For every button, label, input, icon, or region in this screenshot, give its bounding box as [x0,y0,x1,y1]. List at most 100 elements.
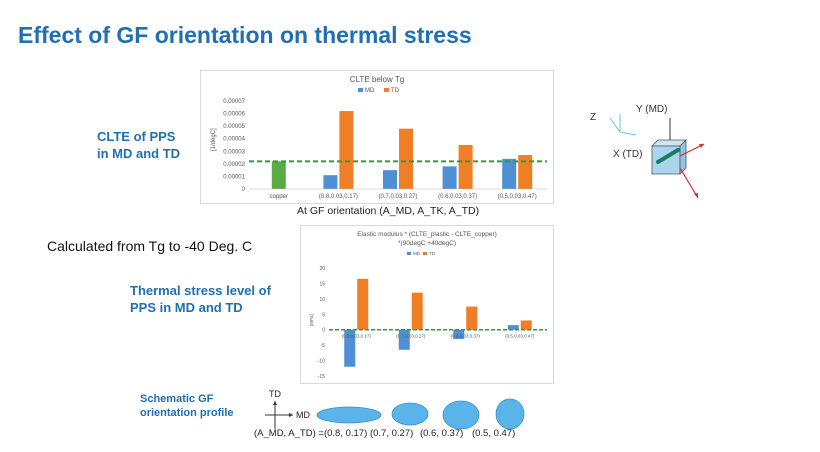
stress-arrow-down [679,167,699,199]
chart1-legend: MD TD [358,88,400,94]
thermal-stress-chart: Elastic modulus * (CLTE_plastic - CLTE_c… [300,225,554,384]
chart2-bar [398,329,410,350]
chart2-x-tick: (0.6,0.03,0.37) [451,334,481,339]
chart2-y-tick: -10 [318,359,325,365]
stress-label-line2: PPS in MD and TD [130,300,243,315]
stress-section-label: Thermal stress level of PPS in MD and TD [130,282,271,316]
arrow-head-right [699,144,704,148]
arrow-head-down [694,193,698,198]
clte-chart: CLTE below Tg MD TD [1/degC] 0 0.00001 0.0… [200,70,554,204]
chart2-x-ticks: (0.8,0.03,0.17) (0.7,0.03,0.27) (0.6,0.03,… [342,334,535,339]
chart2-bar [411,292,423,330]
chart1-bar [383,170,397,189]
chart2-bar [507,325,519,330]
thermal-stress-chart-svg: Elastic modulus * (CLTE_plastic - CLTE_c… [309,231,547,380]
legend2-md-label: MD [413,251,421,256]
x-axis-line [619,131,637,136]
chart1-y-tick: 0.00001 [223,174,245,180]
orientation-ellipse-2 [391,402,429,426]
chart2-y-tick: 20 [319,266,325,272]
chart1-y-tick: 0.00004 [223,137,245,143]
y-axis-label: Y (MD) [636,104,667,115]
chart2-bar [466,306,478,330]
legend2-md-swatch [407,252,411,255]
chart1-x-tick: (0.7,0.03,0.27) [378,194,417,200]
orientation-labels: (A_MD, A_TD) = (0.8, 0.17) (0.7, 0.27) (0.… [254,428,515,439]
clte-section-label: CLTE of PPS in MD and TD [97,128,180,162]
chart1-bar [323,175,338,189]
md-label: MD [296,410,310,420]
schematic-label-line1: Schematic GF [140,393,214,405]
chart1-bar [518,155,533,189]
td-arrowhead [273,401,277,405]
chart1-x-caption: At GF orientation (A_MD, A_TK, A_TD) [297,205,480,217]
chart2-legend: MD TD [407,251,436,256]
chart2-bar [453,329,465,339]
chart1-bar [458,145,473,189]
chart1-bar [502,158,517,189]
orientation-label-4: (0.5, 0.47) [471,428,516,439]
chart1-bars [249,111,547,190]
clte-label-line2: in MD and TD [97,146,181,161]
orientation-label-2: (0.7, 0.27) [369,428,414,439]
chart2-title: Elastic modulus * (CLTE_plastic - CLTE_c… [357,231,497,238]
clte-label-line1: CLTE of PPS [97,129,176,144]
chart1-title: CLTE below Tg [350,75,404,84]
chart1-y-tick: 0 [242,187,246,193]
chart1-bar [339,111,354,189]
chart1-y-ticks: 0 0.00001 0.00002 0.00003 0.00004 0.00005 0.00… [223,99,245,193]
td-label: TD [269,389,281,399]
chart1-y-tick: 0.00005 [223,124,245,130]
orientation-ellipse-3 [442,400,480,430]
legend-td-label: TD [391,88,400,94]
chart2-y-tick: -15 [318,374,325,380]
chart1-bar [442,166,457,189]
chart2-x-tick: (0.7,0.03,0.27) [396,334,426,339]
legend-md-label: MD [365,88,375,94]
orientation-label-3: (0.6, 0.37) [419,428,464,439]
z-axis-line [609,117,621,133]
legend2-td-label: TD [429,251,436,256]
calculation-note: Calculated from Tg to -40 Deg. C [47,238,253,254]
chart2-bar [344,329,356,367]
chart2-ylabel: [MPa] [309,314,314,326]
legend-md-swatch [358,88,363,92]
chart1-x-tick: copper [270,194,288,200]
orientation-caption: (A_MD, A_TD) = [254,428,324,439]
chart2-y-tick: 5 [322,312,325,318]
chart2-x-tick: (0.5,0.03,0.47) [505,334,535,339]
chart2-y-tick: 15 [319,281,325,287]
x-axis-label: X (TD) [613,149,642,160]
chart1-bar [399,128,413,189]
stress-label-line1: Thermal stress level of [130,283,271,298]
chart1-y-tick: 0.00003 [223,149,245,155]
slide-title: Effect of GF orientation on thermal stre… [18,22,472,48]
axes-diagram: Z Y (MD) X (TD) [590,104,705,199]
chart2-subtitle: *(90degC +40degC) [398,240,456,247]
legend-td-swatch [384,88,389,92]
chart1-ylabel: [1/degC] [211,128,217,151]
clte-chart-svg: CLTE below Tg MD TD [1/degC] 0 0.00001 0.0… [211,75,547,200]
chart2-y-tick: -5 [321,343,326,349]
schematic-label-line2: orientation profile [140,407,234,419]
schematic-label: Schematic GF orientation profile [140,392,234,420]
chart2-bars [344,278,532,367]
chart1-y-tick: 0.00002 [223,162,245,168]
fiber-icon [656,148,680,164]
chart2-bar [520,320,532,330]
cube-side [679,139,687,175]
orientation-ellipse-1 [316,406,382,424]
chart2-y-ticks: -15 -10 -5 0 5 10 15 20 [318,266,325,380]
chart1-y-tick: 0.00007 [223,99,245,105]
chart1-y-tick: 0.00006 [223,112,245,118]
orientation-ellipse-4 [495,398,525,430]
legend2-td-swatch [423,252,427,255]
chart2-y-tick: 10 [319,297,325,303]
chart1-x-tick: (0.6,0.03,0.37) [438,194,477,200]
z-axis-label: Z [590,112,596,123]
orientation-label-1: (0.8, 0.17) [323,428,368,439]
chart1-x-tick: (0.5,0.03,0.47) [498,194,537,200]
md-arrowhead [289,413,293,417]
chart1-bar [271,161,286,189]
chart1-x-tick: (0.8,0.03,0.17) [319,194,358,200]
